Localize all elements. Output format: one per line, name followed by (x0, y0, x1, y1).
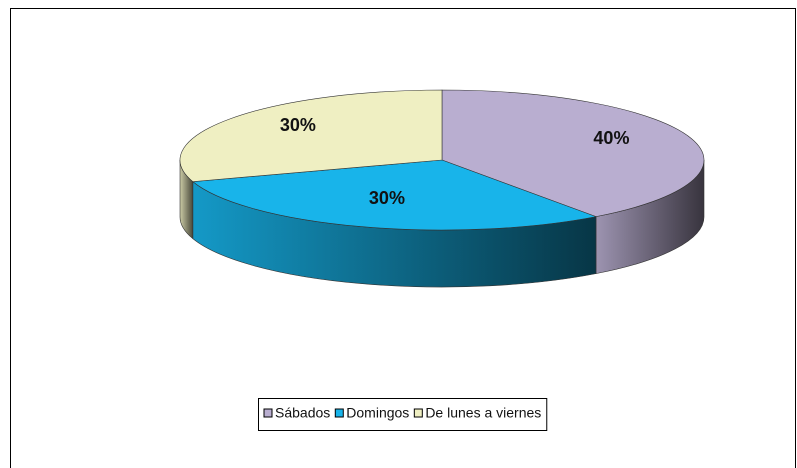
legend-swatch (413, 408, 423, 418)
data-label: 30% (369, 188, 405, 208)
slice-top (179, 89, 443, 182)
legend-swatch (263, 408, 273, 418)
legend-label: Domingos (346, 405, 409, 421)
slice-top (441, 89, 705, 217)
slice-top (192, 159, 598, 231)
legend-swatch (334, 408, 344, 418)
data-label: 40% (593, 128, 629, 148)
legend-box (258, 398, 548, 431)
legend-label: De lunes a viernes (425, 405, 541, 421)
legend-label: Sábados (275, 405, 330, 421)
data-label: 30% (280, 115, 316, 135)
